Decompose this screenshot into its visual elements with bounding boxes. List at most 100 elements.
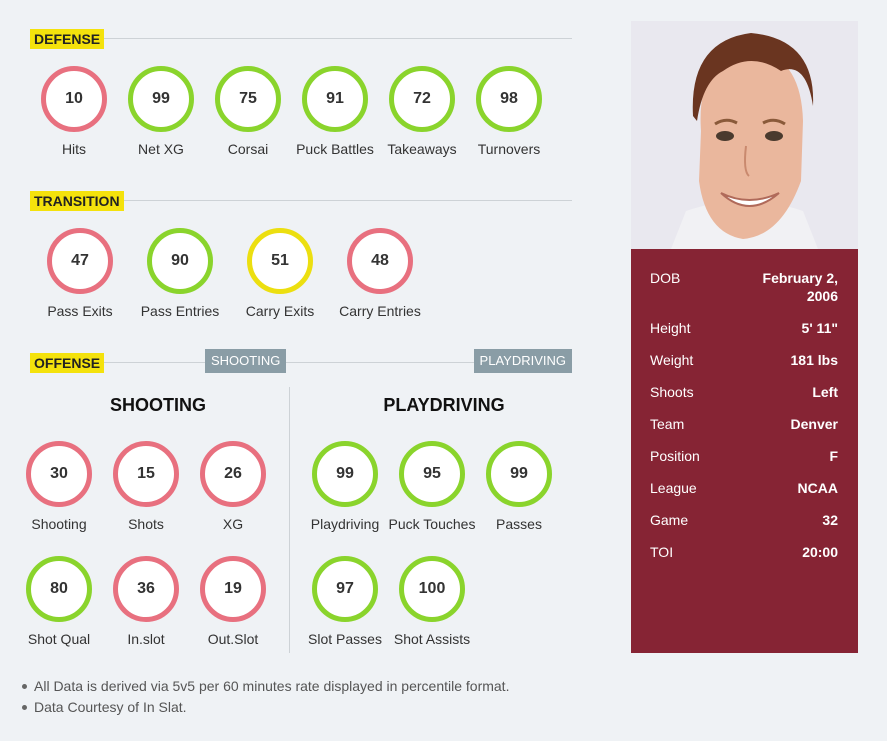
player-info: DOB February 2, 2006 Height 5' 11" Weight 181… bbox=[631, 249, 858, 653]
percentile-ring: 26 bbox=[200, 441, 266, 507]
percentile-ring: 99 bbox=[312, 441, 378, 507]
stat-label: Pass Entries bbox=[140, 303, 220, 319]
info-row-game: Game 32 bbox=[650, 511, 838, 529]
player-photo bbox=[631, 21, 858, 249]
player-headshot-image bbox=[631, 21, 858, 249]
footnote: All Data is derived via 5v5 per 60 minut… bbox=[22, 676, 509, 697]
stat-label: Playdriving bbox=[310, 516, 380, 532]
info-value: 32 bbox=[822, 512, 838, 528]
stat-shots: 15 Shots bbox=[101, 441, 191, 532]
percentile-ring: 75 bbox=[215, 66, 281, 132]
transition-tag: TRANSITION bbox=[30, 191, 124, 211]
stat-label: Carry Entries bbox=[339, 303, 421, 319]
stat-xg: 26 XG bbox=[188, 441, 278, 532]
stat-puck-touches: 95 Puck Touches bbox=[387, 441, 477, 532]
stat-playdriving: 99 Playdriving bbox=[300, 441, 390, 532]
divider bbox=[30, 200, 572, 201]
defense-header: DEFENSE bbox=[30, 27, 572, 49]
stat-label: XG bbox=[222, 516, 244, 532]
stat-puck-battles: 91 Puck Battles bbox=[290, 66, 380, 157]
stat-label: Pass Exits bbox=[47, 303, 113, 319]
stat-out-slot: 19 Out.Slot bbox=[188, 556, 278, 647]
shooting-button[interactable]: SHOOTING bbox=[205, 349, 287, 373]
stat-label: Puck Touches bbox=[388, 516, 476, 532]
stat-label: Slot Passes bbox=[308, 631, 382, 647]
stat-turnovers: 98 Turnovers bbox=[464, 66, 554, 157]
stat-label: Puck Battles bbox=[296, 141, 374, 157]
info-row-weight: Weight 181 lbs bbox=[650, 351, 838, 369]
stat-passes: 99 Passes bbox=[474, 441, 564, 532]
info-value: NCAA bbox=[797, 480, 838, 496]
info-key: DOB bbox=[650, 270, 681, 286]
stat-label: Shooting bbox=[31, 516, 87, 532]
percentile-ring: 19 bbox=[200, 556, 266, 622]
stat-label: Passes bbox=[496, 516, 542, 532]
defense-tag: DEFENSE bbox=[30, 29, 105, 49]
info-key: Position bbox=[650, 448, 700, 464]
stat-corsai: 75 Corsai bbox=[203, 66, 293, 157]
percentile-ring: 99 bbox=[128, 66, 194, 132]
info-row-toi: TOI 20:00 bbox=[650, 543, 838, 561]
info-key: TOI bbox=[650, 544, 674, 560]
percentile-ring: 51 bbox=[247, 228, 313, 294]
stat-label: Turnovers bbox=[477, 141, 541, 157]
info-row-height: Height 5' 11" bbox=[650, 319, 838, 337]
percentile-ring: 72 bbox=[389, 66, 455, 132]
percentile-ring: 36 bbox=[113, 556, 179, 622]
info-value: 20:00 bbox=[802, 544, 838, 560]
percentile-ring: 97 bbox=[312, 556, 378, 622]
percentile-ring: 80 bbox=[26, 556, 92, 622]
info-value: Denver bbox=[790, 416, 838, 432]
divider bbox=[30, 38, 572, 39]
player-card: DOB February 2, 2006 Height 5' 11" Weight 181… bbox=[631, 21, 858, 653]
info-value: Left bbox=[812, 384, 838, 400]
info-value: 181 lbs bbox=[790, 352, 838, 368]
info-key: League bbox=[650, 480, 697, 496]
divider bbox=[30, 362, 572, 363]
offense-header: OFFENSE SHOOTING PLAYDRIVING bbox=[30, 349, 572, 373]
info-key: Team bbox=[650, 416, 685, 432]
stat-label: Hits bbox=[61, 141, 87, 157]
percentile-ring: 10 bbox=[41, 66, 107, 132]
stat-in-slot: 36 In.slot bbox=[101, 556, 191, 647]
percentile-ring: 48 bbox=[347, 228, 413, 294]
stat-shot-assists: 100 Shot Assists bbox=[387, 556, 477, 647]
info-key: Game bbox=[650, 512, 689, 528]
info-key: Shoots bbox=[650, 384, 694, 400]
offense-divider bbox=[289, 387, 290, 653]
percentile-ring: 91 bbox=[302, 66, 368, 132]
stat-label: Corsai bbox=[227, 141, 269, 157]
footnote: Data Courtesy of In Slat. bbox=[22, 697, 509, 718]
offense-tag: OFFENSE bbox=[30, 353, 105, 373]
stat-label: Out.Slot bbox=[207, 631, 259, 647]
percentile-ring: 98 bbox=[476, 66, 542, 132]
stat-carry-entries: 48 Carry Entries bbox=[335, 228, 425, 319]
stat-label: Takeaways bbox=[387, 141, 457, 157]
info-row-dob: DOB February 2, 2006 bbox=[650, 269, 838, 305]
stat-pass-exits: 47 Pass Exits bbox=[35, 228, 125, 319]
stat-label: Shots bbox=[128, 516, 164, 532]
stat-label: Carry Exits bbox=[245, 303, 315, 319]
shooting-title: SHOOTING bbox=[109, 395, 206, 415]
stat-label: Net XG bbox=[138, 141, 184, 157]
percentile-ring: 15 bbox=[113, 441, 179, 507]
info-key: Weight bbox=[650, 352, 694, 368]
playdriving-title: PLAYDRIVING bbox=[383, 395, 505, 415]
info-row-position: Position F bbox=[650, 447, 838, 465]
stat-label: Shot Qual bbox=[27, 631, 91, 647]
info-value: F bbox=[829, 448, 838, 464]
info-row-shoots: Shoots Left bbox=[650, 383, 838, 401]
percentile-ring: 100 bbox=[399, 556, 465, 622]
percentile-ring: 99 bbox=[486, 441, 552, 507]
stat-takeaways: 72 Takeaways bbox=[377, 66, 467, 157]
info-key: Height bbox=[650, 320, 691, 336]
footnotes: All Data is derived via 5v5 per 60 minut… bbox=[22, 676, 509, 718]
info-row-league: League NCAA bbox=[650, 479, 838, 497]
stat-carry-exits: 51 Carry Exits bbox=[235, 228, 325, 319]
stat-hits: 10 Hits bbox=[29, 66, 119, 157]
transition-header: TRANSITION bbox=[30, 189, 572, 211]
playdriving-button[interactable]: PLAYDRIVING bbox=[473, 349, 572, 373]
info-row-team: Team Denver bbox=[650, 415, 838, 433]
stat-shot-qual: 80 Shot Qual bbox=[14, 556, 104, 647]
stat-shooting: 30 Shooting bbox=[14, 441, 104, 532]
